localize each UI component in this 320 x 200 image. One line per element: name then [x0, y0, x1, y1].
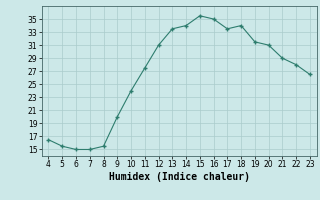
- X-axis label: Humidex (Indice chaleur): Humidex (Indice chaleur): [109, 172, 250, 182]
